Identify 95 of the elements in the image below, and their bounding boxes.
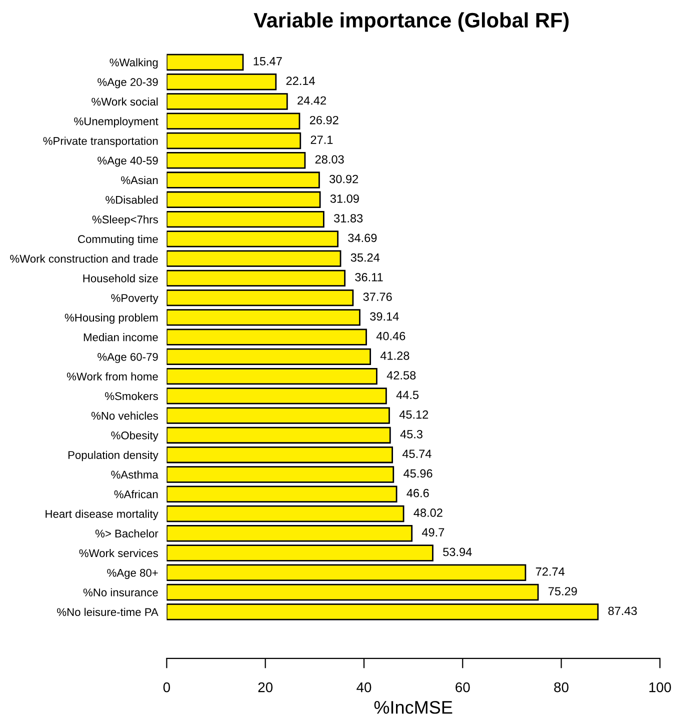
bar [166, 172, 320, 188]
y-tick-label: %Work social [92, 97, 158, 106]
x-tick-label: 100 [649, 682, 671, 692]
bar [166, 93, 288, 110]
y-tick-label: %Age 20-39 [98, 78, 158, 88]
bar [166, 250, 342, 267]
y-tick-label: %Poverty [111, 294, 158, 304]
data-label: 45.12 [399, 410, 428, 419]
y-tick-label: Population density [68, 450, 158, 462]
data-label: 45.96 [404, 469, 432, 478]
data-label: 35.24 [350, 253, 380, 262]
y-tick-label: Household size [83, 274, 158, 282]
bar [166, 368, 378, 385]
bar [166, 112, 300, 130]
y-tick-label: Commuting time [78, 234, 158, 246]
y-tick-label: %Sleep<7hrs [92, 215, 158, 226]
data-label: 39.14 [370, 312, 399, 321]
bar [166, 446, 393, 464]
bar [166, 407, 390, 424]
data-label: 87.43 [608, 606, 637, 616]
y-tick-label: %African [114, 490, 158, 498]
y-tick-label: %Age 40-59 [98, 156, 158, 167]
bar [166, 584, 539, 601]
bar [166, 152, 306, 169]
bar [166, 74, 277, 90]
data-label: 34.69 [348, 234, 377, 242]
bar [166, 505, 404, 522]
bar [166, 132, 302, 150]
bar [166, 348, 371, 366]
y-tick-label: %Asian [121, 176, 158, 184]
x-tick-label: 40 [356, 682, 372, 692]
data-label: 31.09 [330, 194, 359, 203]
y-tick-label: Heart disease mortality [46, 510, 158, 520]
y-tick-label: %Work services [79, 548, 158, 558]
data-label: 75.29 [548, 587, 577, 596]
bar [166, 544, 434, 562]
data-label: 45.3 [400, 430, 422, 438]
bar [166, 210, 324, 228]
y-tick-label: %Work from home [66, 372, 158, 380]
bar [166, 564, 526, 581]
data-label: 40.46 [376, 332, 406, 340]
bar [166, 388, 387, 404]
data-label: 30.92 [330, 174, 358, 184]
y-tick-label: %Asthma [111, 470, 158, 479]
x-tick-label: 20 [258, 682, 273, 692]
y-tick-label: %Work construction and trade [10, 254, 158, 263]
data-label: 53.94 [443, 548, 472, 556]
chart-title: Variable importance (Global RF) [254, 12, 569, 32]
y-tick-label: %No leisure-time PA [57, 608, 158, 616]
data-label: 72.74 [536, 567, 565, 576]
y-tick-label: %Housing problem [64, 313, 158, 324]
data-label: 15.47 [254, 57, 282, 66]
y-tick-label: %Age 60-79 [98, 352, 158, 364]
data-label: 42.58 [386, 371, 416, 380]
bar [166, 54, 244, 71]
y-tick-label: %Age 80+ [107, 568, 158, 579]
y-tick-label: %No insurance [83, 588, 158, 596]
data-label: 37.76 [363, 292, 392, 301]
x-tick-label: 60 [456, 682, 470, 692]
data-label: 45.74 [402, 450, 432, 458]
bar [166, 289, 354, 306]
data-label: 44.5 [396, 390, 419, 400]
bar [166, 604, 599, 620]
bar [166, 426, 391, 444]
y-tick-label: %No vehicles [91, 412, 158, 420]
data-label: 31.83 [334, 214, 363, 222]
x-axis-title: %IncMSE [374, 700, 452, 714]
data-label: 49.7 [422, 528, 444, 537]
data-label: 36.11 [355, 272, 383, 282]
bar [166, 466, 394, 483]
y-tick-label: Median income [84, 333, 158, 342]
x-tick-label: 0 [163, 682, 170, 692]
y-tick-label: %Unemployment [74, 117, 158, 128]
data-label: 28.03 [315, 155, 344, 164]
y-tick-label: %Smokers [105, 392, 158, 400]
bar [166, 309, 360, 326]
y-tick-label: %> Bachelor [95, 529, 158, 538]
data-label: 26.92 [310, 116, 338, 124]
y-tick-label: %Walking [110, 58, 158, 69]
bar [166, 230, 338, 248]
data-label: 46.6 [406, 488, 429, 498]
data-label: 41.28 [380, 352, 410, 360]
bar [166, 328, 367, 346]
y-tick-label: %Private transportation [43, 136, 158, 148]
data-label: 24.42 [298, 96, 326, 105]
bar [166, 486, 398, 502]
x-tick-label: 80 [554, 682, 568, 692]
bar [166, 270, 346, 287]
data-label: 48.02 [414, 508, 442, 517]
bar [166, 525, 413, 542]
data-label: 22.14 [286, 76, 315, 85]
y-tick-label: %Obesity [111, 431, 158, 442]
bar [166, 191, 321, 208]
y-tick-label: %Disabled [106, 196, 158, 204]
data-label: 27.1 [310, 136, 333, 144]
